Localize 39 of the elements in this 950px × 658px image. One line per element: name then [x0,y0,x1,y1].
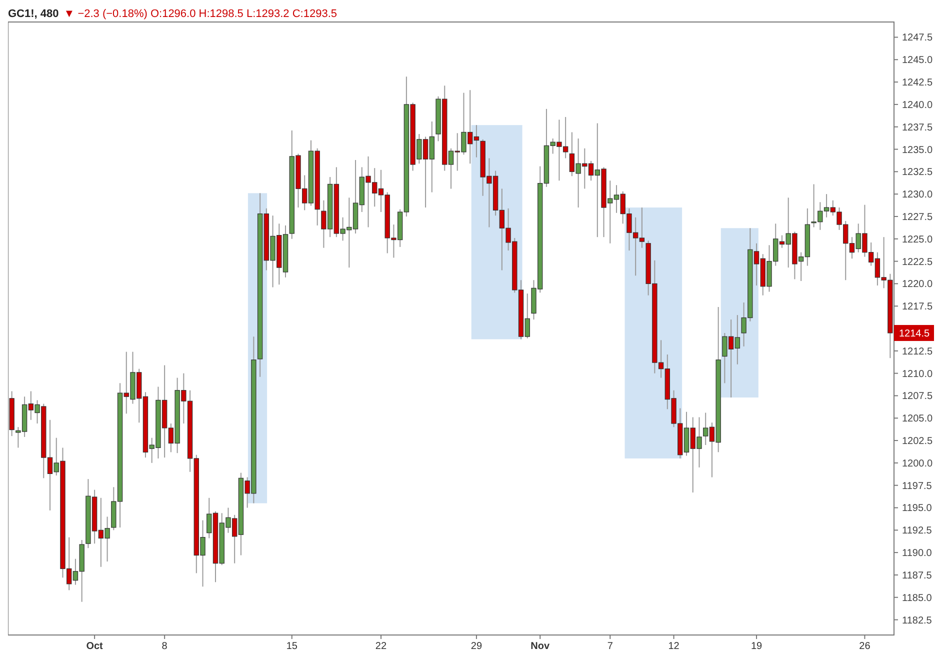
x-tick-label: 26 [859,641,871,652]
y-tick-label: 1190.0 [902,548,932,560]
y-tick-label: 1195.0 [902,503,932,514]
x-tick-label: Oct [86,641,104,652]
y-tick-label: 1237.5 [902,122,934,134]
x-tick-label: 12 [668,641,680,652]
y-tick-label: 1227.5 [902,212,934,223]
x-tick-label: Nov [530,641,550,652]
y-tick-label: 1192.5 [902,526,932,537]
y-tick-label: 1232.5 [902,167,934,178]
y-tick-label: 1212.5 [902,346,934,358]
x-tick-label: 7 [607,641,614,652]
x-tick-label: 8 [162,641,168,652]
x-tick-label: 19 [750,641,763,652]
text: 1214.5 [899,328,930,340]
x-tick-label: 29 [470,641,482,652]
y-tick-label: 1202.5 [902,436,934,448]
y-tick-label: 1225.0 [902,234,934,246]
x-tick-label: 15 [286,641,298,652]
y-tick-label: 1205.0 [902,414,934,425]
chart-title: GC1!, 480 [8,8,59,20]
y-tick-label: 1235.0 [902,144,934,156]
y-tick-label: 1247.5 [902,32,934,44]
x-tick-label: 22 [375,641,387,652]
y-tick-label: 1222.5 [902,256,934,268]
y-tick-label: 1230.0 [902,190,934,201]
chart-subtitle: ▼ −2.3 (−0.18%) O:1296.0 H:1298.5 L:1293.2 C:1293.5 [64,8,337,20]
y-tick-label: 1187.5 [902,570,932,582]
y-tick-label: 1200.0 [902,458,934,470]
y-tick-label: 1220.0 [902,279,934,290]
y-tick-label: 1245.0 [902,55,934,66]
y-tick-label: 1207.5 [902,391,934,402]
y-tick-label: 1217.5 [902,302,934,313]
y-tick-label: 1185.0 [902,592,932,604]
y-tick-label: 1197.5 [902,480,932,492]
y-tick-label: 1210.0 [902,368,934,380]
y-tick-label: 1182.5 [902,615,932,626]
y-tick-label: 1240.0 [902,100,934,111]
y-tick-label: 1242.5 [902,78,934,89]
